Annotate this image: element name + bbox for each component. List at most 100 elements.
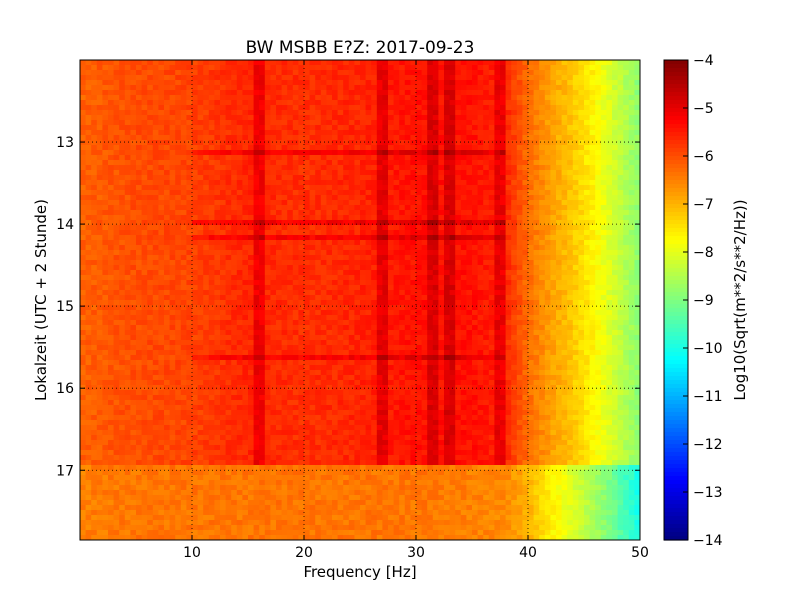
heatmap-cell — [197, 280, 204, 286]
heatmap-cell — [511, 120, 518, 126]
heatmap-cell — [298, 180, 305, 186]
heatmap-cell — [606, 220, 613, 226]
heatmap-cell — [410, 300, 417, 306]
heatmap-cell — [500, 265, 507, 271]
heatmap-cell — [136, 65, 143, 71]
heatmap-cell — [421, 65, 428, 71]
heatmap-cell — [444, 200, 451, 206]
heatmap-cell — [281, 70, 288, 76]
heatmap-cell — [326, 280, 333, 286]
heatmap-cell — [600, 130, 607, 136]
heatmap-cell — [281, 90, 288, 96]
heatmap-cell — [416, 220, 423, 226]
heatmap-cell — [449, 195, 456, 201]
heatmap-cell — [360, 100, 367, 106]
heatmap-cell — [220, 305, 227, 311]
heatmap-cell — [259, 250, 266, 256]
heatmap-cell — [533, 115, 540, 121]
heatmap-cell — [600, 255, 607, 261]
heatmap-cell — [332, 255, 339, 261]
heatmap-cell — [612, 270, 619, 276]
heatmap-cell — [259, 180, 266, 186]
heatmap-cell — [399, 245, 406, 251]
heatmap-cell — [455, 225, 462, 231]
heatmap-cell — [80, 125, 87, 131]
heatmap-cell — [466, 245, 473, 251]
heatmap-cell — [600, 265, 607, 271]
heatmap-cell — [214, 140, 221, 146]
heatmap-cell — [505, 120, 512, 126]
heatmap-cell — [360, 265, 367, 271]
heatmap-cell — [152, 215, 159, 221]
heatmap-cell — [152, 140, 159, 146]
heatmap-cell — [533, 235, 540, 241]
heatmap-cell — [276, 120, 283, 126]
heatmap-cell — [528, 305, 535, 311]
heatmap-cell — [192, 225, 199, 231]
heatmap-cell — [169, 295, 176, 301]
heatmap-cell — [281, 130, 288, 136]
heatmap-cell — [516, 190, 523, 196]
heatmap-cell — [108, 275, 115, 281]
heatmap-cell — [264, 295, 271, 301]
heatmap-cell — [483, 270, 490, 276]
heatmap-cell — [455, 195, 462, 201]
heatmap-cell — [561, 175, 568, 181]
heatmap-cell — [472, 240, 479, 246]
heatmap-cell — [634, 160, 640, 166]
heatmap-cell — [572, 140, 579, 146]
heatmap-cell — [399, 265, 406, 271]
heatmap-cell — [516, 170, 523, 176]
heatmap-cell — [332, 240, 339, 246]
heatmap-cell — [606, 160, 613, 166]
heatmap-cell — [533, 75, 540, 81]
heatmap-cell — [595, 170, 602, 176]
heatmap-cell — [281, 75, 288, 81]
heatmap-cell — [152, 110, 159, 116]
heatmap-cell — [371, 135, 378, 141]
heatmap-cell — [292, 190, 299, 196]
heatmap-cell — [494, 225, 501, 231]
heatmap-cell — [516, 225, 523, 231]
heatmap-cell — [500, 205, 507, 211]
heatmap-cell — [180, 225, 187, 231]
heatmap-cell — [449, 90, 456, 96]
heatmap-cell — [466, 195, 473, 201]
heatmap-cell — [231, 85, 238, 91]
heatmap-cell — [332, 305, 339, 311]
heatmap-cell — [623, 210, 630, 216]
heatmap-cell — [108, 120, 115, 126]
heatmap-cell — [572, 285, 579, 291]
heatmap-cell — [595, 105, 602, 111]
heatmap-cell — [365, 245, 372, 251]
heatmap-cell — [612, 235, 619, 241]
heatmap-cell — [371, 190, 378, 196]
heatmap-cell — [516, 200, 523, 206]
heatmap-cell — [466, 180, 473, 186]
heatmap-cell — [253, 110, 260, 116]
heatmap-cell — [612, 100, 619, 106]
heatmap-cell — [376, 265, 383, 271]
heatmap-cell — [617, 260, 624, 266]
heatmap-cell — [214, 280, 221, 286]
heatmap-cell — [382, 105, 389, 111]
heatmap-cell — [119, 165, 126, 171]
heatmap-cell — [584, 105, 591, 111]
heatmap-cell — [152, 300, 159, 306]
heatmap-cell — [612, 215, 619, 221]
heatmap-cell — [348, 165, 355, 171]
heatmap-cell — [287, 255, 294, 261]
heatmap-cell — [612, 255, 619, 261]
heatmap-cell — [180, 145, 187, 151]
heatmap-cell — [444, 85, 451, 91]
heatmap-cell — [124, 200, 131, 206]
heatmap-cell — [304, 180, 311, 186]
heatmap-cell — [449, 70, 456, 76]
heatmap-cell — [337, 120, 344, 126]
heatmap-cell — [612, 165, 619, 171]
heatmap-cell — [382, 290, 389, 296]
heatmap-cell — [472, 135, 479, 141]
heatmap-cell — [113, 210, 120, 216]
heatmap-cell — [248, 65, 255, 71]
heatmap-cell — [556, 175, 563, 181]
